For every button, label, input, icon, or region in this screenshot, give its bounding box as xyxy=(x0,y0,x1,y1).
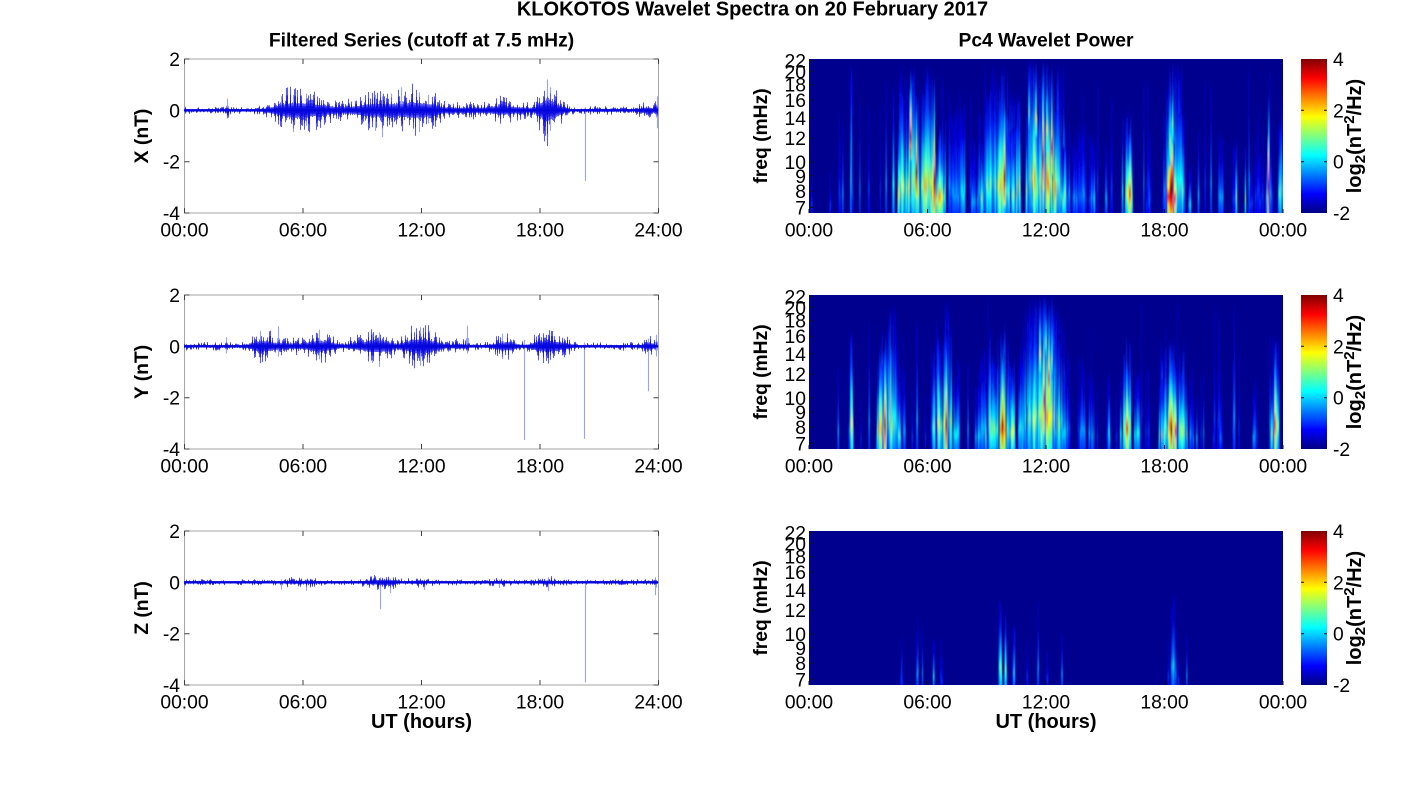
svg-text:-2: -2 xyxy=(1333,676,1350,697)
svg-text:0: 0 xyxy=(169,101,180,122)
svg-text:10: 10 xyxy=(785,153,806,174)
svg-text:06:00: 06:00 xyxy=(903,221,951,242)
svg-text:9: 9 xyxy=(795,403,806,424)
svg-text:12:00: 12:00 xyxy=(397,693,445,714)
svg-text:18: 18 xyxy=(785,312,806,333)
svg-text:22: 22 xyxy=(785,51,806,72)
svg-text:4: 4 xyxy=(1333,522,1344,543)
svg-text:8: 8 xyxy=(795,182,806,203)
svg-text:12: 12 xyxy=(785,365,806,386)
svg-text:10: 10 xyxy=(785,389,806,410)
svg-text:00:00: 00:00 xyxy=(785,693,833,714)
svg-text:06:00: 06:00 xyxy=(279,221,327,242)
svg-text:06:00: 06:00 xyxy=(279,693,327,714)
svg-text:20: 20 xyxy=(785,62,806,83)
svg-text:Filtered Series (cutoff at 7.5: Filtered Series (cutoff at 7.5 mHz) xyxy=(269,30,574,51)
svg-text:06:00: 06:00 xyxy=(279,457,327,478)
svg-text:22: 22 xyxy=(785,523,806,544)
svg-text:-4: -4 xyxy=(163,204,180,225)
svg-text:14: 14 xyxy=(785,581,807,602)
svg-text:UT (hours): UT (hours) xyxy=(371,711,472,733)
svg-text:-2: -2 xyxy=(1333,440,1350,461)
svg-text:20: 20 xyxy=(785,298,806,319)
svg-text:0: 0 xyxy=(169,573,180,594)
svg-text:12:00: 12:00 xyxy=(397,221,445,242)
svg-text:16: 16 xyxy=(785,563,806,584)
svg-text:00:00: 00:00 xyxy=(1259,457,1307,478)
svg-text:0: 0 xyxy=(1333,389,1344,410)
svg-text:7: 7 xyxy=(795,434,806,455)
svg-text:06:00: 06:00 xyxy=(903,693,951,714)
svg-text:00:00: 00:00 xyxy=(160,457,208,478)
svg-text:9: 9 xyxy=(795,639,806,660)
svg-text:9: 9 xyxy=(795,167,806,188)
svg-text:-2: -2 xyxy=(163,153,180,174)
svg-text:00:00: 00:00 xyxy=(785,221,833,242)
svg-text:24:00: 24:00 xyxy=(634,693,682,714)
svg-text:-2: -2 xyxy=(1333,204,1350,225)
svg-text:0: 0 xyxy=(169,337,180,358)
svg-text:log2(nT2/Hz): log2(nT2/Hz) xyxy=(1341,551,1369,665)
svg-text:-4: -4 xyxy=(163,440,180,461)
svg-text:7: 7 xyxy=(795,670,806,691)
svg-text:14: 14 xyxy=(785,345,807,366)
svg-text:2: 2 xyxy=(169,50,180,71)
svg-text:18:00: 18:00 xyxy=(1140,221,1188,242)
svg-text:00:00: 00:00 xyxy=(1259,221,1307,242)
svg-text:Y (nT): Y (nT) xyxy=(132,345,153,399)
svg-text:22: 22 xyxy=(785,287,806,308)
svg-text:Pc4 Wavelet Power: Pc4 Wavelet Power xyxy=(958,30,1134,51)
svg-text:0: 0 xyxy=(1333,153,1344,174)
svg-text:freq (mHz): freq (mHz) xyxy=(751,88,772,183)
svg-text:freq (mHz): freq (mHz) xyxy=(751,324,772,419)
svg-text:12:00: 12:00 xyxy=(397,457,445,478)
svg-text:06:00: 06:00 xyxy=(903,457,951,478)
svg-text:Z (nT): Z (nT) xyxy=(132,581,153,635)
svg-text:24:00: 24:00 xyxy=(634,221,682,242)
svg-text:log2(nT2/Hz): log2(nT2/Hz) xyxy=(1341,79,1369,193)
svg-text:0: 0 xyxy=(1333,625,1344,646)
svg-text:12: 12 xyxy=(785,129,806,150)
svg-text:4: 4 xyxy=(1333,286,1344,307)
svg-text:2: 2 xyxy=(1333,101,1344,122)
svg-text:00:00: 00:00 xyxy=(160,693,208,714)
svg-text:-2: -2 xyxy=(163,389,180,410)
svg-text:12:00: 12:00 xyxy=(1022,693,1070,714)
svg-text:18: 18 xyxy=(785,76,806,97)
svg-text:UT (hours): UT (hours) xyxy=(995,711,1096,733)
svg-text:2: 2 xyxy=(169,286,180,307)
svg-text:KLOKOTOS Wavelet Spectra on 20: KLOKOTOS Wavelet Spectra on 20 February … xyxy=(517,0,988,21)
svg-text:10: 10 xyxy=(785,625,806,646)
svg-text:8: 8 xyxy=(795,418,806,439)
svg-text:16: 16 xyxy=(785,327,806,348)
svg-text:8: 8 xyxy=(795,654,806,675)
svg-text:freq (mHz): freq (mHz) xyxy=(751,560,772,655)
svg-text:log2(nT2/Hz): log2(nT2/Hz) xyxy=(1341,315,1369,429)
svg-text:X (nT): X (nT) xyxy=(132,109,153,164)
svg-text:18:00: 18:00 xyxy=(1140,693,1188,714)
svg-text:18:00: 18:00 xyxy=(516,457,564,478)
svg-text:12:00: 12:00 xyxy=(1022,457,1070,478)
svg-text:2: 2 xyxy=(1333,337,1344,358)
svg-text:18:00: 18:00 xyxy=(516,221,564,242)
svg-text:-4: -4 xyxy=(163,676,180,697)
svg-text:20: 20 xyxy=(785,534,806,555)
svg-text:2: 2 xyxy=(169,522,180,543)
svg-text:14: 14 xyxy=(785,109,807,130)
svg-text:2: 2 xyxy=(1333,573,1344,594)
svg-text:4: 4 xyxy=(1333,50,1344,71)
svg-text:00:00: 00:00 xyxy=(785,457,833,478)
svg-text:18:00: 18:00 xyxy=(516,693,564,714)
svg-text:-2: -2 xyxy=(163,625,180,646)
svg-text:16: 16 xyxy=(785,91,806,112)
svg-text:12:00: 12:00 xyxy=(1022,221,1070,242)
svg-text:00:00: 00:00 xyxy=(160,221,208,242)
svg-text:18:00: 18:00 xyxy=(1140,457,1188,478)
svg-text:7: 7 xyxy=(795,198,806,219)
svg-text:00:00: 00:00 xyxy=(1259,693,1307,714)
svg-text:12: 12 xyxy=(785,601,806,622)
svg-text:18: 18 xyxy=(785,548,806,569)
svg-text:24:00: 24:00 xyxy=(634,457,682,478)
